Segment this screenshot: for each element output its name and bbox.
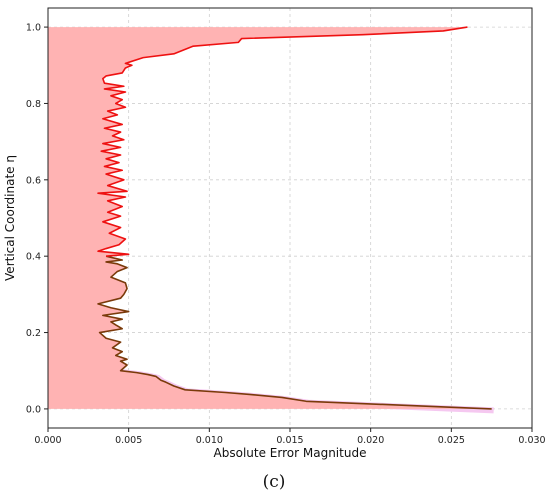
y-tick-label: 0.0 [26,404,41,415]
y-axis-ticks: 0.0 0.2 0.4 0.6 0.8 1.0 [26,23,48,415]
y-tick-label: 0.8 [26,99,41,110]
x-axis-ticks: 0.000 0.005 0.010 0.015 0.020 0.025 0.030 [34,428,546,446]
y-tick-label: 1.0 [26,23,41,34]
line-layer [97,26,492,410]
y-tick-label: 0.2 [26,328,41,339]
error-area-fill [48,27,492,409]
x-tick-label: 0.010 [196,435,223,446]
x-tick-label: 0.015 [276,435,303,446]
error-line-upper [97,26,468,257]
x-tick-label: 0.000 [34,435,61,446]
x-tick-label: 0.030 [518,435,545,446]
y-tick-label: 0.6 [26,175,41,186]
y-axis-title: Vertical Coordinate η [3,155,17,281]
x-tick-label: 0.005 [115,435,142,446]
y-tick-label: 0.4 [26,252,41,263]
x-axis-title: Absolute Error Magnitude [214,446,367,460]
figure-caption: (c) [263,472,286,492]
x-tick-label: 0.025 [438,435,465,446]
x-tick-label: 0.020 [357,435,384,446]
error-line-lower [97,255,492,410]
